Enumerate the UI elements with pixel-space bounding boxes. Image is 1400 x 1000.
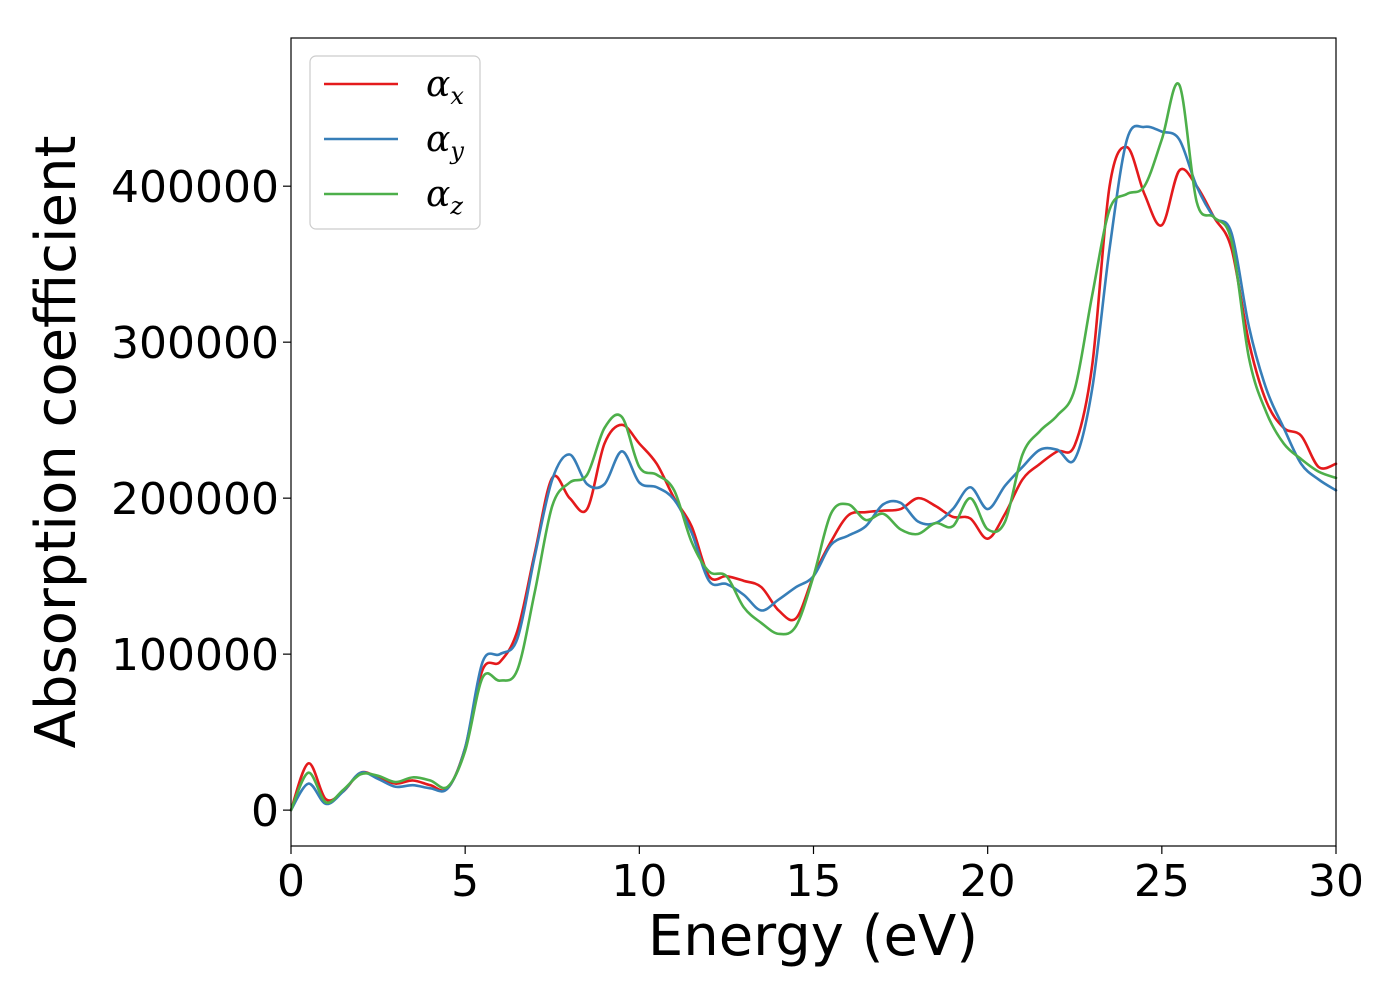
y-axis-title: Absorption coefficient (24, 136, 89, 749)
series-line-z (289, 82, 1338, 812)
x-tick-label: 15 (786, 856, 842, 907)
y-tick-label: 400000 (111, 162, 279, 213)
legend: αx αy αz (309, 55, 481, 230)
legend-label-z: αz (426, 174, 463, 220)
legend-box (309, 55, 481, 230)
x-tick-label: 30 (1308, 856, 1364, 907)
y-axis: 0 100000 200000 300000 400000 (111, 162, 291, 837)
x-tick-label: 25 (1134, 856, 1190, 907)
x-tick-label: 5 (451, 856, 479, 907)
series-layer (289, 82, 1338, 812)
x-tick-label: 20 (960, 856, 1016, 907)
x-axis-title: Energy (eV) (648, 904, 978, 969)
legend-label-y: αy (426, 119, 464, 165)
y-tick-label: 0 (251, 786, 279, 837)
x-tick-label: 10 (611, 856, 667, 907)
y-tick-label: 300000 (111, 318, 279, 369)
x-axis: 0 5 10 15 20 25 30 (277, 846, 1364, 907)
legend-label-x: αx (426, 64, 464, 110)
y-tick-label: 100000 (111, 630, 279, 681)
y-tick-label: 200000 (111, 474, 279, 525)
x-tick-label: 0 (277, 856, 305, 907)
